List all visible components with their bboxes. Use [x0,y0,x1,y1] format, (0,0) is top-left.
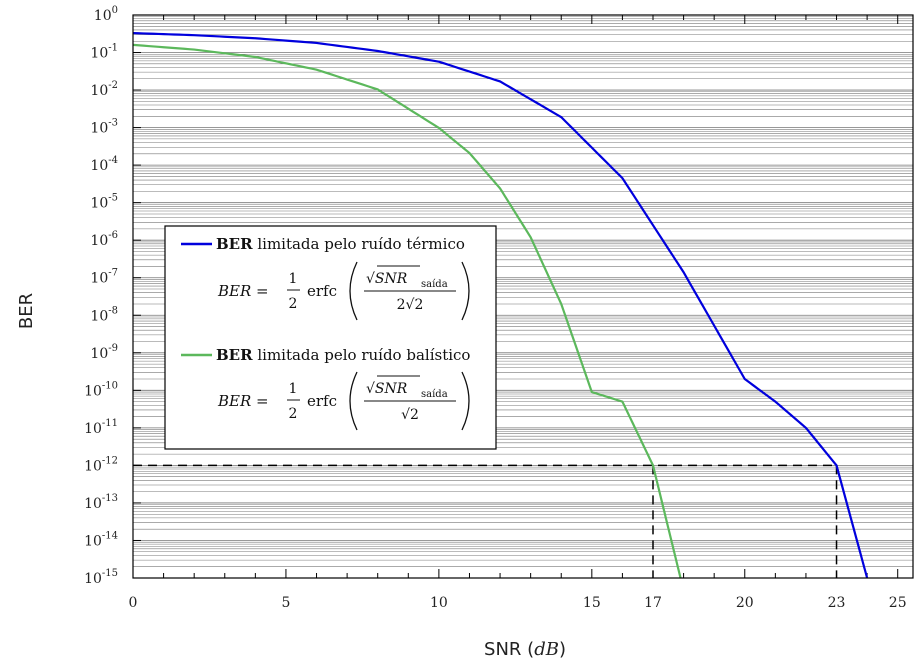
legend-equation-thermal: BER = 1 2 erfc √SNR saída 2√2 [217,261,470,321]
series-thermal-line [132,31,869,579]
svg-text:2: 2 [289,406,298,422]
legend: BER limitada pelo ruído térmico BER = 1 … [164,225,497,450]
y-axis-title: BER [16,293,37,329]
svg-text:erfc: erfc [307,282,337,300]
svg-text:2: 2 [289,296,298,312]
x-tick-label: 15 [583,595,601,611]
svg-text:erfc: erfc [307,392,337,410]
x-tick-label: 25 [889,595,907,611]
y-tick-label: 10-11 [84,418,118,437]
y-tick-label: 10-9 [90,343,118,362]
y-tick-labels: 100 10-1 10-2 10-3 10-4 10-5 10-6 10-7 10-8 10-9 1… [84,5,118,587]
x-tick-label: 17 [644,595,662,611]
series-lines [132,31,869,579]
svg-text:BER =: BER = [217,392,269,410]
x-tick-label: 23 [828,595,846,611]
legend-box [164,225,497,450]
x-tick-label: 20 [736,595,754,611]
y-tick-label: 10-2 [90,80,118,99]
svg-text:1: 1 [289,381,298,397]
axis-ticks [132,14,899,579]
legend-label-thermal: BER limitada pelo ruído térmico [216,235,465,253]
y-tick-label: 10-8 [90,305,118,324]
x-tick-label: 0 [129,595,138,611]
svg-text:√2: √2 [401,407,419,423]
y-tick-label: 10-7 [90,268,118,287]
svg-text:√SNR: √SNR [366,271,408,287]
legend-equation-ballistic: BER = 1 2 erfc √SNR saída √2 [217,371,470,431]
svg-text:saída: saída [421,279,448,290]
y-tick-label: 10-6 [90,230,118,249]
reference-lines [133,464,838,578]
y-tick-label: 10-14 [84,530,118,549]
svg-text:√SNR: √SNR [366,381,408,397]
svg-text:BER =: BER = [217,282,269,300]
svg-text:1: 1 [289,271,298,287]
y-tick-label: 100 [94,5,118,24]
y-tick-label: 10-1 [90,43,118,62]
svg-text:saída: saída [421,389,448,400]
y-tick-label: 10-13 [84,493,118,512]
svg-text:2√2: 2√2 [397,297,424,313]
y-tick-label: 10-12 [84,455,118,474]
y-tick-label: 10-5 [90,193,118,212]
series-ballistic-line [132,43,682,579]
y-tick-label: 10-10 [84,380,118,399]
y-tick-label: 10-3 [90,118,118,137]
x-tick-label: 10 [430,595,448,611]
x-axis-title: SNR (dB) [484,639,566,660]
x-tick-label: 5 [281,595,290,611]
plot-frame [132,14,914,579]
y-tick-label: 10-4 [90,155,118,174]
legend-label-ballistic: BER limitada pelo ruído balístico [216,346,470,364]
y-tick-label: 10-15 [84,568,118,587]
x-tick-labels: 0 5 10 15 17 20 23 25 [129,595,907,611]
